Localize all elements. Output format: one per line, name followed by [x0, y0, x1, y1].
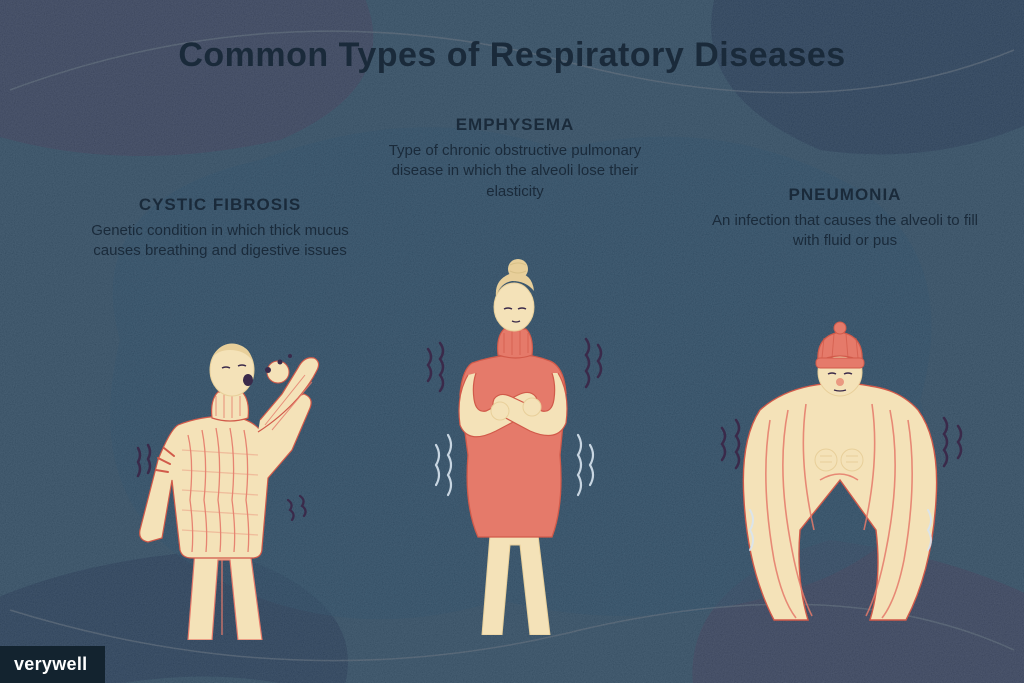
heading-pneumonia: PNEUMONIA [700, 185, 990, 205]
figure-emphysema [400, 235, 630, 635]
desc-cystic: Genetic condition in which thick mucus c… [70, 221, 370, 262]
card-emphysema: EMPHYSEMA Type of chronic obstructive pu… [375, 115, 655, 202]
heading-emphysema: EMPHYSEMA [375, 115, 655, 135]
page-title: Common Types of Respiratory Diseases [0, 36, 1024, 75]
figure-pneumonia [700, 280, 980, 640]
brand-badge: verywell [0, 646, 105, 683]
desc-emphysema: Type of chronic obstructive pulmonary di… [375, 141, 655, 202]
heading-cystic: CYSTIC FIBROSIS [70, 195, 370, 215]
desc-pneumonia: An infection that causes the alveoli to … [700, 211, 990, 252]
card-cystic-fibrosis: CYSTIC FIBROSIS Genetic condition in whi… [70, 195, 370, 262]
card-pneumonia: PNEUMONIA An infection that causes the a… [700, 185, 990, 252]
figure-cystic-fibrosis [100, 300, 360, 640]
